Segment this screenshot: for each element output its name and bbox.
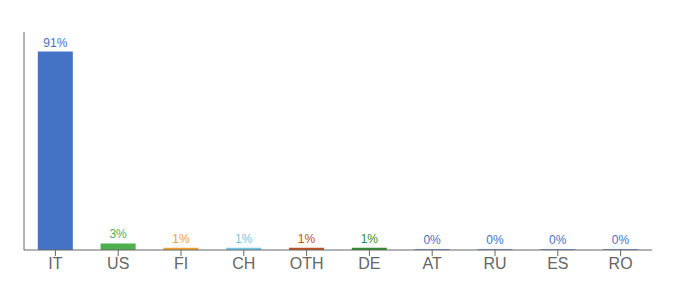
svg-text:0%: 0% [486, 233, 504, 247]
svg-text:AT: AT [423, 255, 442, 272]
svg-text:ES: ES [547, 255, 568, 272]
svg-text:RU: RU [483, 255, 506, 272]
svg-text:DE: DE [358, 255, 380, 272]
svg-text:IT: IT [48, 255, 62, 272]
svg-text:91%: 91% [43, 36, 67, 50]
svg-text:3%: 3% [109, 227, 127, 241]
svg-text:OTH: OTH [290, 255, 324, 272]
svg-text:1%: 1% [298, 232, 316, 246]
svg-text:1%: 1% [361, 232, 379, 246]
svg-text:0%: 0% [549, 233, 567, 247]
svg-text:CH: CH [232, 255, 255, 272]
svg-text:1%: 1% [235, 232, 253, 246]
svg-text:0%: 0% [612, 233, 630, 247]
svg-text:RO: RO [609, 255, 633, 272]
svg-text:0%: 0% [423, 233, 441, 247]
svg-text:FI: FI [174, 255, 188, 272]
svg-text:US: US [107, 255, 129, 272]
svg-text:1%: 1% [172, 232, 190, 246]
